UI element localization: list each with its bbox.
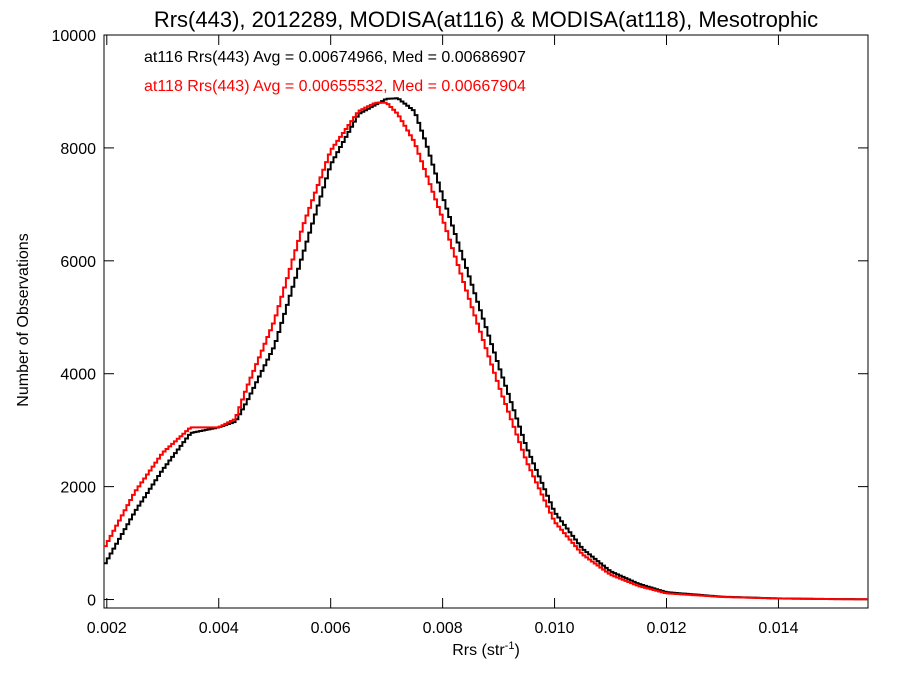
series-line-at118 — [104, 101, 868, 601]
y-tick-label: 8000 — [60, 141, 96, 158]
y-tick-label: 0 — [87, 593, 96, 610]
y-tick-label: 6000 — [60, 254, 96, 271]
y-tick-label: 10000 — [52, 28, 97, 45]
x-tick-label: 0.010 — [535, 620, 575, 637]
x-tick-label: 0.002 — [87, 620, 127, 637]
x-axis-label-superscript: -1 — [505, 640, 515, 652]
x-tick-label: 0.004 — [199, 620, 239, 637]
plot-frame — [103, 34, 869, 609]
plot-area: 0.002 0.004 0.006 0.008 0.010 0.012 0.014 0 2000… — [52, 28, 869, 637]
y-axis-label: Number of Observations — [15, 233, 32, 406]
x-tick-label: 0.006 — [311, 620, 351, 637]
annotation-at118: at118 Rrs(443) Avg = 0.00655532, Med = 0… — [144, 78, 526, 95]
y-tick-label: 4000 — [60, 367, 96, 384]
x-tick-label: 0.008 — [423, 620, 463, 637]
chart-title: Rrs(443), 2012289, MODISA(at116) & MODIS… — [154, 7, 818, 32]
y-tick-label: 2000 — [60, 480, 96, 497]
x-tick-label: 0.012 — [646, 620, 686, 637]
x-axis-label-close: ) — [514, 642, 519, 659]
x-axis-label-main: Rrs (str — [452, 642, 505, 659]
x-axis-label: Rrs (str-1) — [452, 640, 520, 659]
x-tick-label: 0.014 — [758, 620, 798, 637]
annotation-at116: at116 Rrs(443) Avg = 0.00674966, Med = 0… — [144, 49, 526, 66]
